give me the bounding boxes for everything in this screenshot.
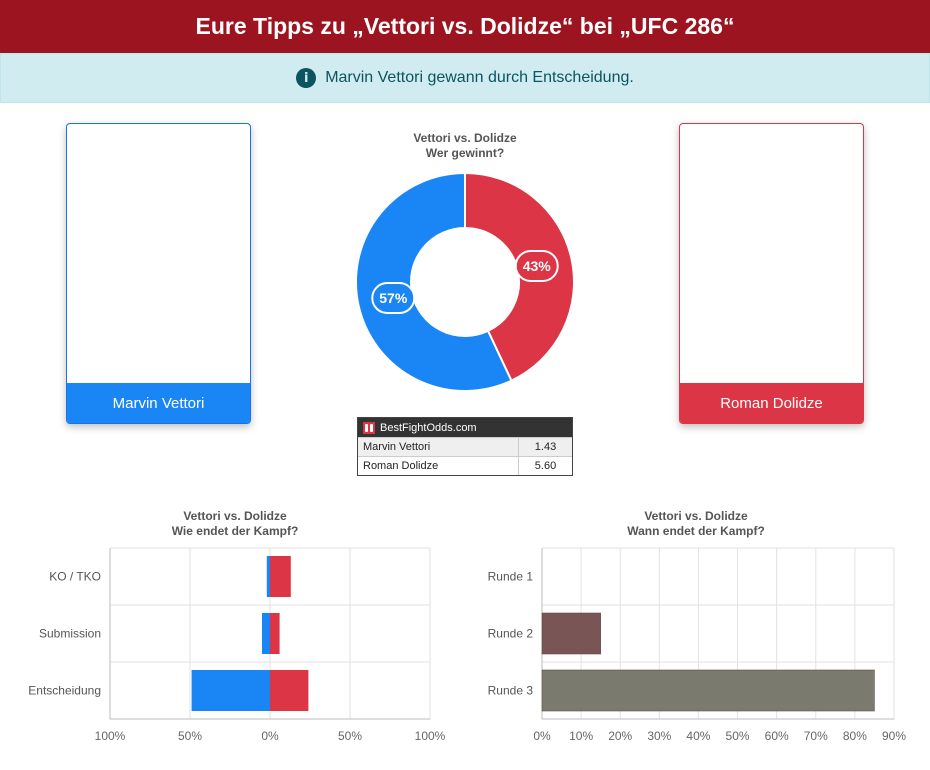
method-bar-chart: 100% 50% 0% 50% 100% KO / TKO Submission Entsch… (28, 547, 446, 743)
y-tick-label: Runde 3 (488, 684, 534, 698)
x-tick-label: 50% (338, 729, 362, 743)
x-tick-label: 10% (569, 729, 593, 743)
odds-fighter-name: Roman Dolidze (358, 457, 519, 475)
donut-slice (355, 171, 513, 392)
round-chart-title: Vettori vs. Dolidze Wann endet der Kampf… (596, 509, 796, 539)
x-tick-label: 90% (882, 729, 906, 743)
round-bar (541, 612, 601, 655)
round-bar-chart: 0% 10% 20% 30% 40% 50% 60% 70% 80% 90% Runde 1 Rund… (488, 547, 906, 743)
x-tick-label: 100% (415, 729, 446, 743)
odds-source: BestFightOdds.com (380, 421, 477, 434)
y-tick-label: Entscheidung (28, 684, 101, 698)
vote-dolidze-button[interactable]: Roman Dolidze (680, 383, 863, 423)
odds-row: Roman Dolidze 5.60 (358, 456, 572, 475)
x-tick-label: 40% (686, 729, 710, 743)
y-tick-label: KO / TKO (49, 570, 101, 584)
bar-dolidze (270, 612, 280, 655)
fighter-card-dolidze[interactable]: Roman Dolidze (679, 123, 864, 424)
chart-title: Vettori vs. Dolidze (644, 509, 748, 523)
chart-title: Vettori vs. Dolidze (413, 131, 517, 145)
donut-label: 57% (379, 290, 408, 306)
method-chart-title: Vettori vs. Dolidze Wie endet der Kampf? (135, 509, 335, 539)
odds-header[interactable]: BestFightOdds.com (358, 418, 572, 437)
x-tick-label: 0% (533, 729, 551, 743)
fighter-photo (67, 124, 250, 385)
x-tick-label: 20% (608, 729, 632, 743)
x-tick-label: 50% (178, 729, 202, 743)
page-header: Eure Tipps zu „Vettori vs. Dolidze“ bei … (0, 0, 930, 53)
x-tick-label: 60% (765, 729, 789, 743)
donut-label-bg (371, 282, 416, 315)
x-tick-label: 0% (261, 729, 279, 743)
round-bar (541, 669, 875, 712)
result-alert: i Marvin Vettori gewann durch Entscheidu… (0, 53, 930, 103)
x-tick-label: 50% (726, 729, 750, 743)
y-tick-label: Runde 1 (488, 570, 534, 584)
y-tick-label: Runde 2 (488, 627, 534, 641)
fighter-card-vettori[interactable]: Marvin Vettori (66, 123, 251, 424)
winner-donut-chart: 43% 57% (355, 171, 575, 392)
x-tick-label: 30% (647, 729, 671, 743)
chart-subtitle: Wann endet der Kampf? (627, 524, 765, 538)
bestfightodds-logo-icon (363, 421, 375, 434)
page-title: Eure Tipps zu „Vettori vs. Dolidze“ bei … (195, 13, 735, 39)
bar-vettori (191, 669, 270, 712)
info-icon: i (296, 68, 317, 88)
result-text: Marvin Vettori gewann durch Entscheidung… (325, 69, 634, 86)
bar-vettori (266, 555, 270, 598)
x-tick-label: 80% (843, 729, 867, 743)
donut-label: 43% (523, 258, 552, 274)
bar-dolidze (270, 555, 291, 598)
odds-row: Marvin Vettori 1.43 (358, 437, 572, 456)
donut-label-bg (514, 249, 559, 282)
x-tick-label: 100% (95, 729, 126, 743)
fighter-photo (680, 124, 863, 385)
odds-value: 5.60 (534, 460, 557, 472)
odds-fighter-name: Marvin Vettori (358, 438, 519, 456)
bar-dolidze (270, 669, 309, 712)
chart-subtitle: Wie endet der Kampf? (171, 524, 299, 538)
odds-value: 1.43 (534, 441, 557, 453)
x-tick-label: 70% (804, 729, 828, 743)
odds-table: BestFightOdds.com Marvin Vettori 1.43 Ro… (357, 417, 573, 476)
winner-chart-title: Vettori vs. Dolidze Wer gewinnt? (365, 131, 565, 161)
vote-vettori-button[interactable]: Marvin Vettori (67, 383, 250, 423)
chart-subtitle: Wer gewinnt? (425, 146, 505, 160)
bar-vettori (262, 612, 270, 655)
chart-title: Vettori vs. Dolidze (183, 509, 287, 523)
y-tick-label: Submission (39, 627, 101, 641)
